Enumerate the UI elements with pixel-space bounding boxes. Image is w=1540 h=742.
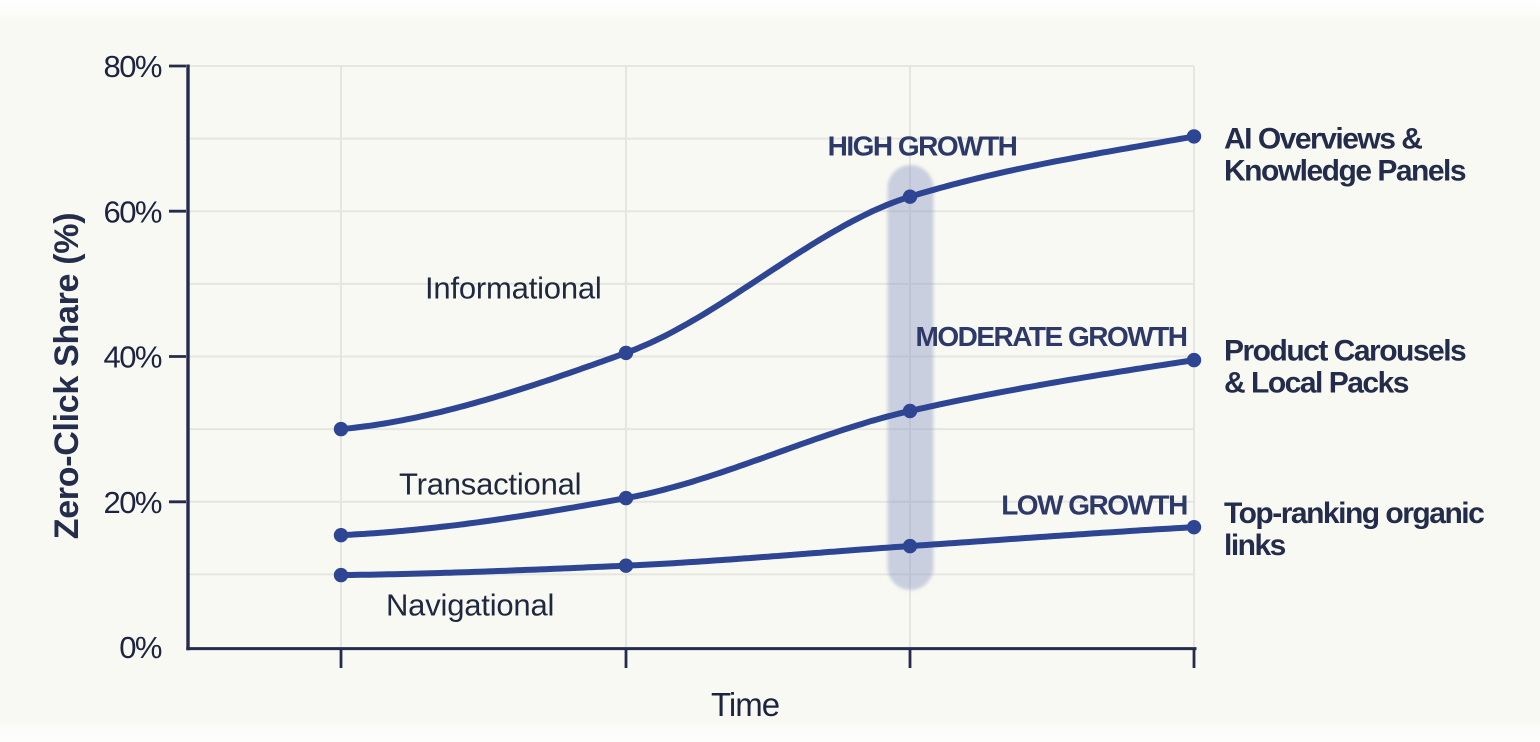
svg-text:80%: 80% xyxy=(103,49,161,84)
svg-text:40%: 40% xyxy=(103,340,161,375)
svg-text:20%: 20% xyxy=(103,485,161,520)
svg-text:Time: Time xyxy=(711,686,779,723)
svg-text:Zero-Click Share (%): Zero-Click Share (%) xyxy=(48,213,86,540)
svg-text:Knowledge Panels: Knowledge Panels xyxy=(1224,155,1466,188)
svg-text:0%: 0% xyxy=(119,630,162,665)
svg-text:links: links xyxy=(1224,529,1286,562)
svg-text:Navigational: Navigational xyxy=(386,588,554,623)
svg-text:& Local Packs: & Local Packs xyxy=(1224,367,1409,400)
svg-text:LOW GROWTH: LOW GROWTH xyxy=(1001,490,1187,521)
svg-text:AI Overviews &: AI Overviews & xyxy=(1224,123,1422,156)
svg-text:Top-ranking organic: Top-ranking organic xyxy=(1224,497,1484,530)
svg-text:MODERATE GROWTH: MODERATE GROWTH xyxy=(916,321,1187,352)
svg-text:HIGH GROWTH: HIGH GROWTH xyxy=(828,131,1017,162)
svg-text:60%: 60% xyxy=(103,194,161,229)
svg-text:Transactional: Transactional xyxy=(399,467,581,502)
svg-text:Informational: Informational xyxy=(425,271,602,306)
svg-text:Product Carousels: Product Carousels xyxy=(1224,335,1466,368)
